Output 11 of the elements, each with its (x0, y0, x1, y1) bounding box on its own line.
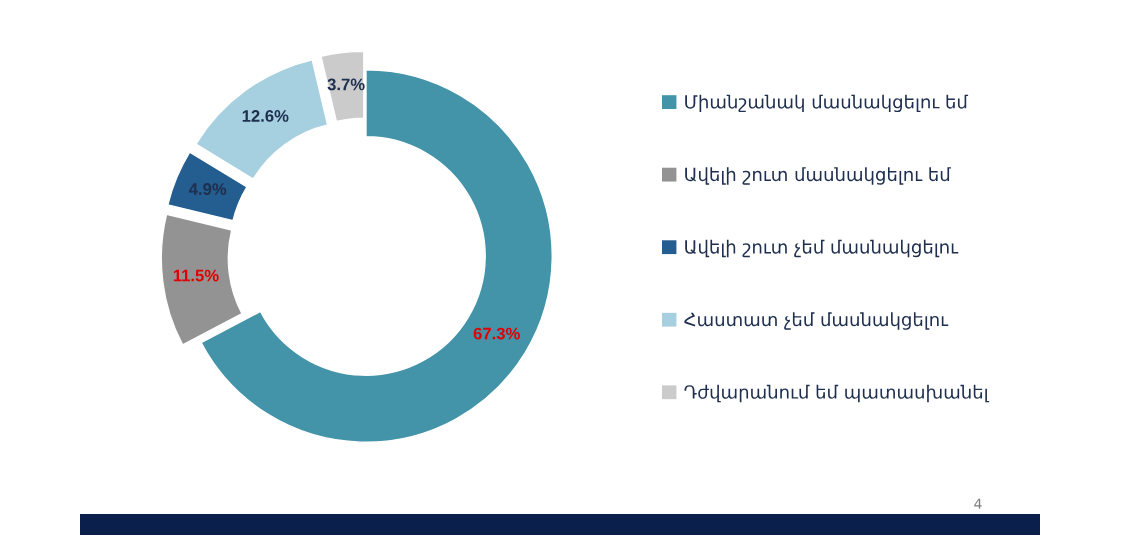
data-label: 11.5% (173, 269, 219, 282)
data-label: 67.3% (473, 327, 520, 340)
legend-label: Հաստատ չեմ մասնակցելու (684, 312, 949, 330)
data-label: 3.7% (327, 78, 365, 91)
data-label: 12.6% (242, 110, 289, 122)
legend-label: Դժվարանում եմ պատասխանել (684, 384, 990, 403)
text: 4 (974, 498, 982, 509)
legend-label: Ավելի շուտ մասնակցելու եմ (685, 167, 951, 185)
data-label: 4.9% (188, 183, 227, 195)
legend-label: Ավելի շուտ չեմ մասնակցելու (685, 239, 959, 258)
legend-label: Միանշանակ մասնակցելու եմ (685, 94, 969, 113)
